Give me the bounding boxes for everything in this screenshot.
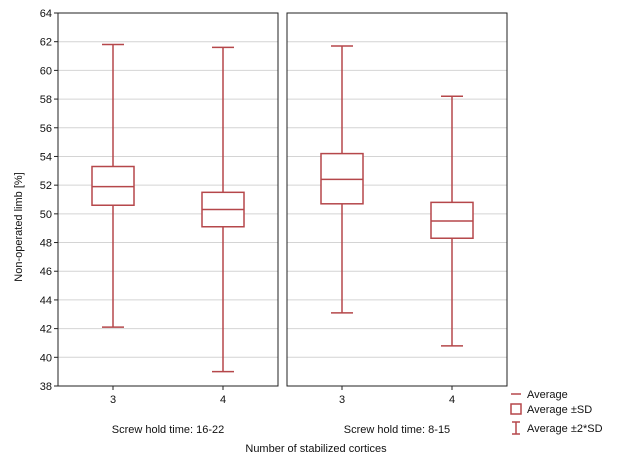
y-tick-label: 50 <box>40 209 52 221</box>
legend-2sd-swatch <box>512 421 520 435</box>
y-tick-label: 56 <box>40 123 52 135</box>
box-1-1 <box>91 43 135 328</box>
x-axis-title: Number of stabilized cortices <box>245 443 387 455</box>
y-axis-title: Non-operated limb [%] <box>13 172 25 281</box>
y-tick-label: 52 <box>40 180 52 192</box>
x-tick-label: 3 <box>110 394 116 406</box>
panel-1: 3 4 Screw hold time: 16-22 <box>54 12 279 436</box>
panel-label: Screw hold time: 8-15 <box>344 424 450 436</box>
y-tick-label: 48 <box>40 238 52 250</box>
y-tick-label: 62 <box>40 37 52 49</box>
legend-sd-label: Average ±SD <box>527 404 592 416</box>
box-2-1 <box>320 45 364 314</box>
x-tick-label: 4 <box>449 394 455 406</box>
y-tick-label: 40 <box>40 352 52 364</box>
panels-layer: 38 40 42 44 46 48 50 52 54 56 58 60 62 64 3 4 Screw hold… <box>40 8 508 436</box>
y-tick-label: 54 <box>40 151 52 163</box>
y-tick-label: 44 <box>40 295 52 307</box>
legend-average-label: Average <box>527 389 568 401</box>
panel-label: Screw hold time: 16-22 <box>112 424 225 436</box>
box-1-2 <box>201 46 245 373</box>
panel-frame <box>286 12 508 387</box>
y-tick-label: 58 <box>40 94 52 106</box>
y-tick-label: 46 <box>40 266 52 278</box>
legend-sd-swatch <box>510 403 522 415</box>
y-tick-label: 42 <box>40 324 52 336</box>
x-tick-label: 4 <box>220 394 226 406</box>
y-tick-label: 38 <box>40 381 52 393</box>
panel-frame <box>57 12 279 387</box>
y-tick-label: 64 <box>40 8 52 20</box>
legend-2sd-label: Average ±2*SD <box>527 423 603 435</box>
y-tick-label: 60 <box>40 65 52 77</box>
x-tick-label: 3 <box>339 394 345 406</box>
panel-2: 3 4 Screw hold time: 8-15 <box>286 12 508 436</box>
legend: Average Average ±SD Average ±2*SD <box>510 389 603 435</box>
box-2-2 <box>430 95 474 347</box>
